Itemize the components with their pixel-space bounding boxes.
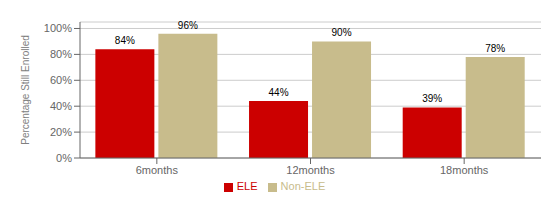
svg-text:6months: 6months (136, 164, 179, 176)
svg-text:39%: 39% (422, 93, 442, 104)
svg-text:20%: 20% (50, 126, 72, 138)
svg-text:80%: 80% (50, 48, 72, 60)
svg-text:18months: 18months (440, 164, 489, 176)
svg-text:96%: 96% (178, 20, 198, 31)
svg-text:90%: 90% (332, 27, 352, 38)
svg-text:12months: 12months (286, 164, 335, 176)
svg-text:44%: 44% (269, 87, 289, 98)
html-text:Non-ELE: Non-ELE (280, 180, 326, 192)
svg-text:84%: 84% (115, 35, 135, 46)
svg-text:Percentage Still Enrolled: Percentage Still Enrolled (20, 35, 31, 145)
svg-text:100%: 100% (44, 22, 72, 34)
svg-text:0%: 0% (56, 152, 72, 164)
svg-text:40%: 40% (50, 100, 72, 112)
svg-text:60%: 60% (50, 74, 72, 86)
svg-text:78%: 78% (485, 43, 505, 54)
html-text:ELE: ELE (236, 180, 258, 192)
